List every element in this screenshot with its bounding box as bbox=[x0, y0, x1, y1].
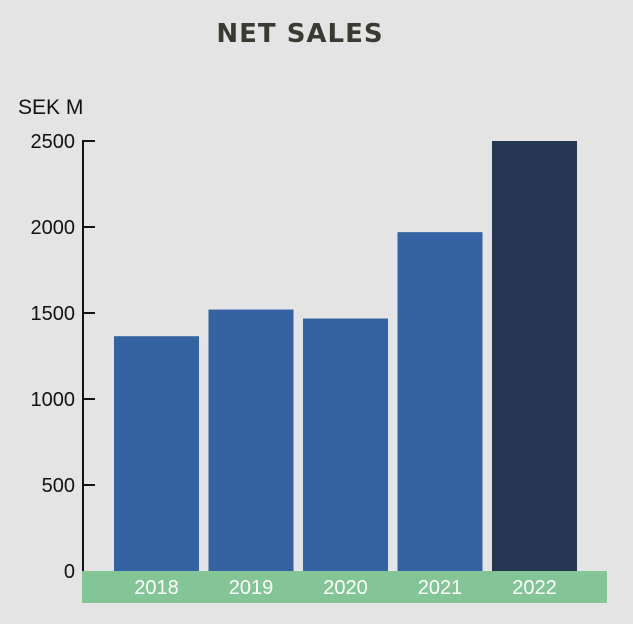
y-tick-label-1000: 1000 bbox=[31, 389, 76, 411]
x-tick-label-2018: 2018 bbox=[134, 577, 179, 599]
bar-2020 bbox=[303, 318, 388, 571]
y-axis-unit-label: SEK M bbox=[18, 96, 83, 119]
bars-group bbox=[114, 141, 577, 571]
x-tick-label-2020: 2020 bbox=[323, 577, 368, 599]
y-tick-label-2500: 2500 bbox=[31, 131, 76, 153]
x-tick-labels: 2018 2019 2020 2021 2022 bbox=[134, 577, 557, 599]
bar-2019 bbox=[208, 309, 294, 571]
x-tick-label-2021: 2021 bbox=[418, 577, 463, 599]
y-ticks-group: 0 500 1000 1500 2000 2500 bbox=[31, 131, 95, 583]
bar-2021 bbox=[397, 232, 483, 571]
bar-2022 bbox=[492, 141, 577, 571]
category-band bbox=[82, 571, 607, 603]
bar-2018 bbox=[114, 336, 199, 571]
y-tick-label-500: 500 bbox=[42, 475, 75, 497]
x-tick-label-2019: 2019 bbox=[229, 577, 274, 599]
y-tick-label-1500: 1500 bbox=[31, 303, 76, 325]
chart-title: NET SALES bbox=[216, 19, 383, 49]
y-tick-label-0: 0 bbox=[64, 561, 75, 583]
y-tick-label-2000: 2000 bbox=[31, 217, 76, 239]
x-tick-label-2022: 2022 bbox=[512, 577, 557, 599]
